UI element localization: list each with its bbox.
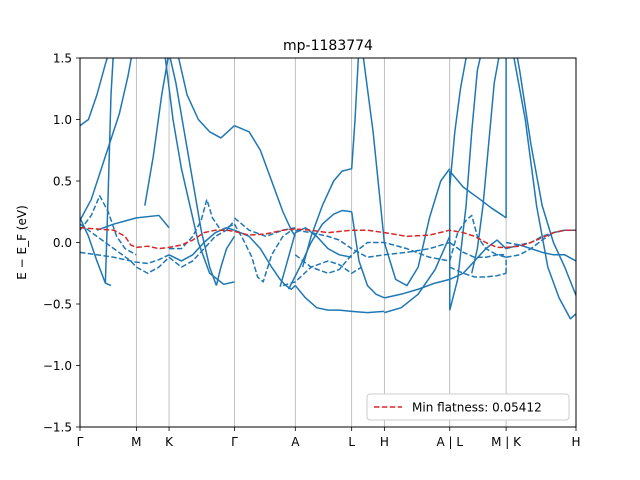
band-line (96, 214, 170, 231)
band-line (234, 229, 296, 290)
y-tick-label: 1.5 (53, 52, 72, 66)
x-tick-label: A (291, 435, 300, 449)
x-tick-label: K (165, 435, 174, 449)
legend: Min flatness: 0.05412 (366, 393, 570, 421)
band-line (449, 170, 507, 219)
band-line (169, 58, 218, 286)
band-line (104, 58, 114, 284)
dashed-band-line (233, 217, 296, 238)
y-axis-ticks: −1.5 −1.0 −0.5 0.0 0.5 1.0 1.5 (43, 52, 80, 435)
dashed-band-line (233, 223, 296, 283)
band-line (168, 226, 235, 262)
band-line (384, 278, 450, 299)
dashed-band-line (169, 198, 235, 250)
x-tick-label: M (131, 435, 141, 449)
dashed-band-line (449, 241, 507, 259)
band-line (470, 58, 500, 274)
y-tick-label: −0.5 (43, 298, 72, 312)
dashed-band-line (80, 251, 170, 265)
y-tick-label: 0.0 (53, 236, 72, 250)
legend-box (366, 393, 570, 421)
x-axis-ticks: Γ M K Γ A L H A | L M | K H (77, 427, 581, 449)
dashed-band-line (80, 195, 137, 256)
x-tick-label: H (571, 435, 580, 449)
chart-title: mp-1183774 (283, 38, 373, 54)
x-tick-label: Γ (231, 435, 238, 449)
band-line (449, 58, 478, 188)
band-line (350, 211, 385, 299)
band-line (144, 58, 235, 206)
band-line (215, 235, 236, 286)
band-line (449, 58, 481, 311)
dashed-band-line (294, 241, 450, 274)
band-line (80, 217, 112, 287)
band-line (449, 239, 507, 281)
band-line (80, 58, 133, 221)
dashed-band-line (80, 223, 170, 274)
y-axis-label: E − E_F (eV) (15, 205, 29, 280)
band-line (294, 285, 385, 314)
x-tick-label: H (380, 435, 389, 449)
band-line (287, 209, 352, 290)
legend-label: Min flatness: 0.05412 (412, 401, 542, 415)
x-tick-label: Γ (77, 435, 84, 449)
band-line (164, 58, 235, 286)
dashed-band-line (505, 229, 576, 258)
band-line (513, 58, 576, 320)
dashed-band-line (168, 219, 236, 268)
x-tick-label: A | L (436, 435, 463, 449)
x-tick-label: L (348, 435, 355, 449)
band-line (80, 58, 109, 127)
band-line (384, 236, 451, 314)
flat-band-line (80, 226, 576, 250)
plot-area (80, 58, 576, 427)
band-line (234, 124, 296, 237)
dashed-band-line (449, 266, 507, 278)
y-tick-label: −1.5 (43, 421, 72, 435)
y-tick-label: 0.5 (53, 175, 72, 189)
band-line (506, 58, 576, 296)
dashed-band-line (282, 260, 363, 287)
dashed-band-line (449, 214, 507, 262)
y-tick-label: 1.0 (53, 113, 72, 127)
y-tick-label: −1.0 (43, 359, 72, 373)
x-tick-label: M | K (491, 435, 522, 449)
band-line (505, 244, 576, 262)
band-line (362, 58, 451, 287)
dashed-band-line (295, 229, 450, 259)
band-lines (80, 58, 576, 320)
